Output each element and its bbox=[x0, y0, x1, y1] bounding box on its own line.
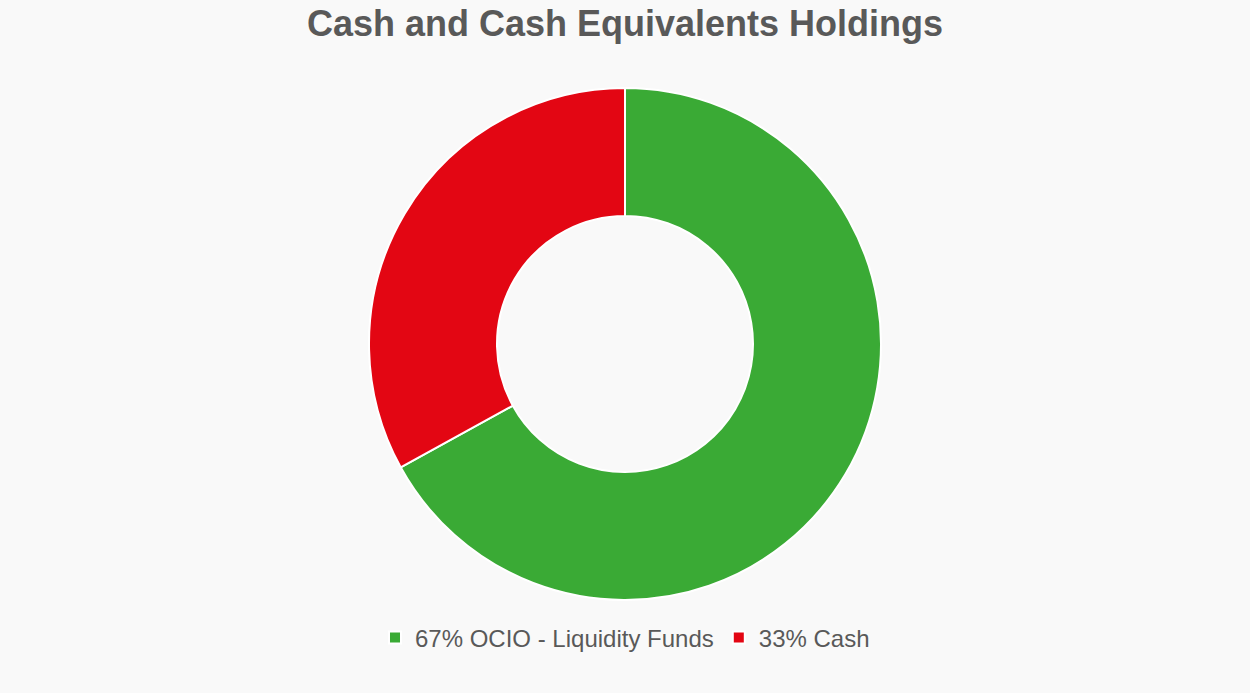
svg-text:67% OCIO - Liquidity Funds: 67% OCIO - Liquidity Funds bbox=[415, 625, 714, 652]
svg-text:Cash and Cash Equivalents Hold: Cash and Cash Equivalents Holdings bbox=[307, 3, 943, 44]
svg-text:33% Cash: 33% Cash bbox=[759, 625, 870, 652]
